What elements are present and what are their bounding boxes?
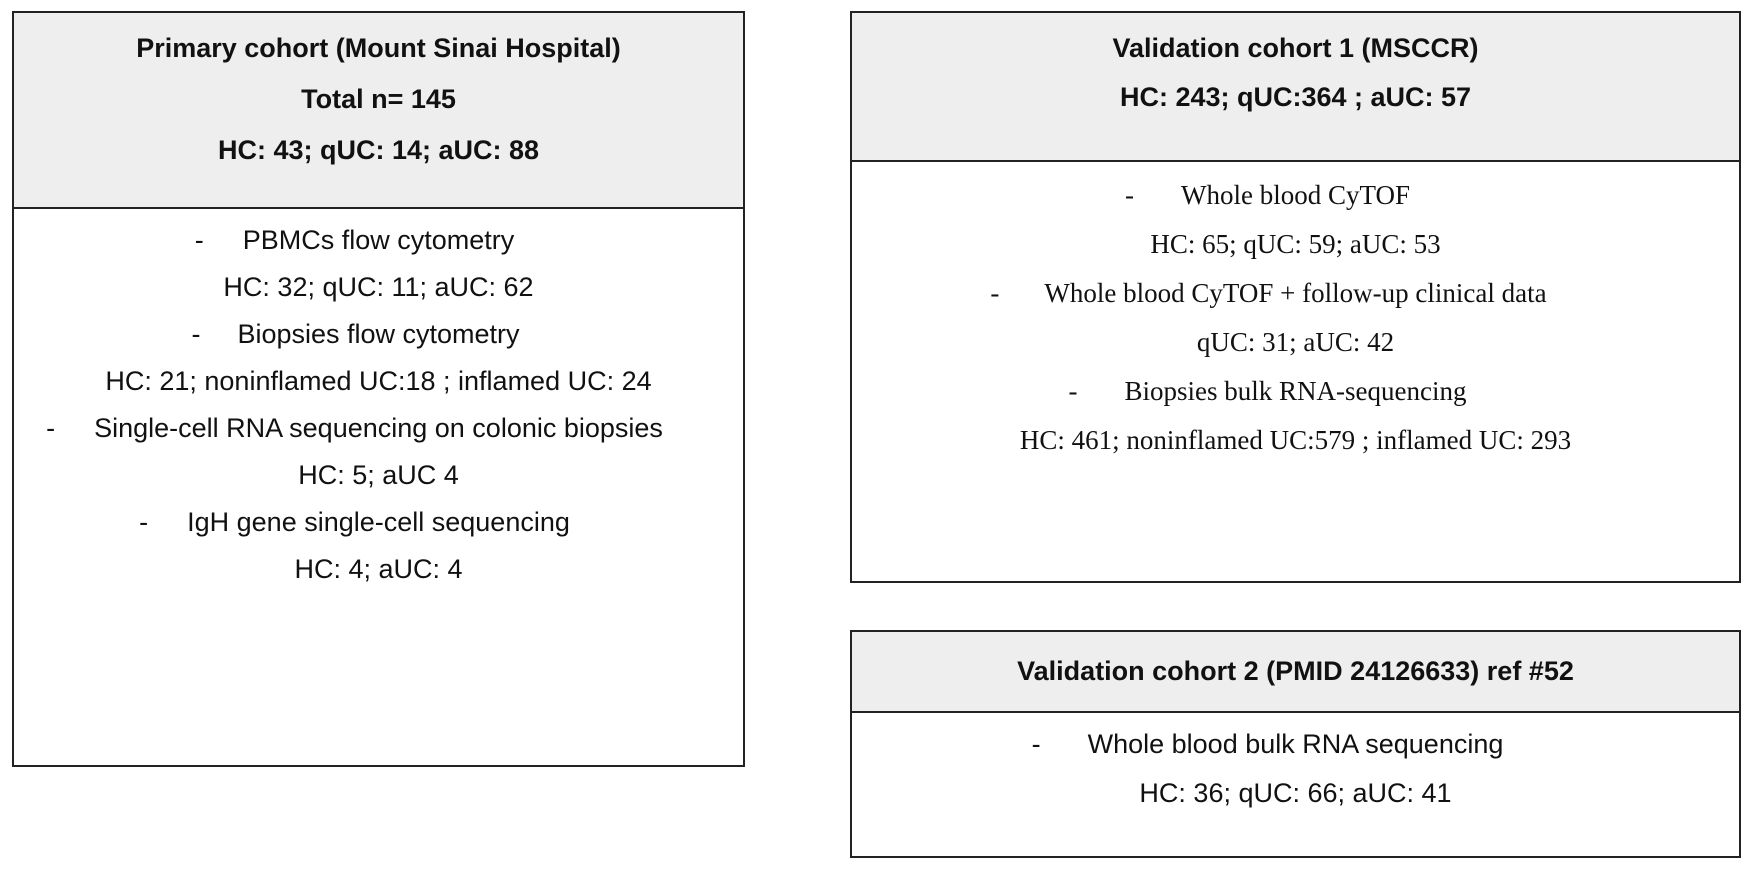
validation-cohort-2-header: Validation cohort 2 (PMID 24126633) ref … bbox=[852, 632, 1739, 713]
validation-cohort-2-body: - Whole blood bulk RNA sequencing HC: 36… bbox=[852, 713, 1739, 809]
primary-cohort-body: - PBMCs flow cytometry HC: 32; qUC: 11; … bbox=[14, 209, 743, 585]
validation1-item-bulk-rnaseq-counts: HC: 461; noninflamed UC:579 ; inflamed U… bbox=[1019, 425, 1572, 455]
bullet-dash: - bbox=[139, 507, 149, 537]
bullet-dash: - bbox=[990, 278, 1000, 308]
primary-item-igh-label: - IgH gene single-cell sequencing bbox=[139, 507, 570, 537]
primary-cohort-counts: HC: 43; qUC: 14; aUC: 88 bbox=[217, 135, 540, 165]
bullet-dash: - bbox=[191, 319, 201, 349]
validation-cohort-2-title: Validation cohort 2 (PMID 24126633) ref … bbox=[1017, 656, 1574, 686]
bullet-dash: - bbox=[1031, 729, 1041, 759]
validation-cohort-1-body: - Whole blood CyTOF HC: 65; qUC: 59; aUC… bbox=[852, 162, 1739, 456]
primary-item-igh-counts: HC: 4; aUC: 4 bbox=[294, 554, 463, 584]
validation1-item-cytof-counts: HC: 65; qUC: 59; aUC: 53 bbox=[1150, 229, 1441, 259]
primary-cohort-total: Total n= 145 bbox=[301, 84, 456, 114]
bullet-dash: - bbox=[46, 413, 56, 443]
primary-item-pbmcs-counts: HC: 32; qUC: 11; aUC: 62 bbox=[223, 272, 534, 302]
bullet-dash: - bbox=[1125, 180, 1134, 210]
validation1-item-cytof-followup-label: - Whole blood CyTOF + follow-up clinical… bbox=[990, 278, 1547, 308]
validation1-item-cytof-followup-counts: qUC: 31; aUC: 42 bbox=[1196, 327, 1395, 357]
validation-cohort-1-title: Validation cohort 1 (MSCCR) bbox=[1112, 33, 1479, 63]
primary-item-biopsies-label: - Biopsies flow cytometry bbox=[191, 319, 520, 349]
bullet-dash: - bbox=[1068, 376, 1078, 406]
primary-cohort-title: Primary cohort (Mount Sinai Hospital) bbox=[136, 33, 621, 63]
primary-item-scrnaseq-label: - Single-cell RNA sequencing on colonic … bbox=[46, 413, 663, 443]
validation-cohort-1-counts: HC: 243; qUC:364 ; aUC: 57 bbox=[1119, 82, 1472, 112]
validation-cohort-1-box: Validation cohort 1 (MSCCR) HC: 243; qUC… bbox=[850, 11, 1741, 583]
validation-cohort-2-box: Validation cohort 2 (PMID 24126633) ref … bbox=[850, 630, 1741, 858]
primary-cohort-box: Primary cohort (Mount Sinai Hospital) To… bbox=[12, 11, 745, 767]
validation2-item-bulk-rnaseq-label: - Whole blood bulk RNA sequencing bbox=[1031, 729, 1504, 759]
validation1-item-bulk-rnaseq-label: - Biopsies bulk RNA-sequencing bbox=[1068, 376, 1467, 406]
primary-item-scrnaseq-counts: HC: 5; aUC 4 bbox=[298, 460, 459, 490]
primary-item-pbmcs-label: - PBMCs flow cytometry bbox=[194, 225, 515, 255]
validation1-item-cytof-label: - Whole blood CyTOF bbox=[1125, 180, 1410, 210]
primary-item-biopsies-counts: HC: 21; noninflamed UC:18 ; inflamed UC:… bbox=[105, 366, 652, 396]
bullet-dash: - bbox=[194, 225, 204, 255]
primary-cohort-header: Primary cohort (Mount Sinai Hospital) To… bbox=[14, 13, 743, 209]
validation-cohort-1-header: Validation cohort 1 (MSCCR) HC: 243; qUC… bbox=[852, 13, 1739, 162]
validation2-item-bulk-rnaseq-counts: HC: 36; qUC: 66; aUC: 41 bbox=[1139, 778, 1452, 808]
